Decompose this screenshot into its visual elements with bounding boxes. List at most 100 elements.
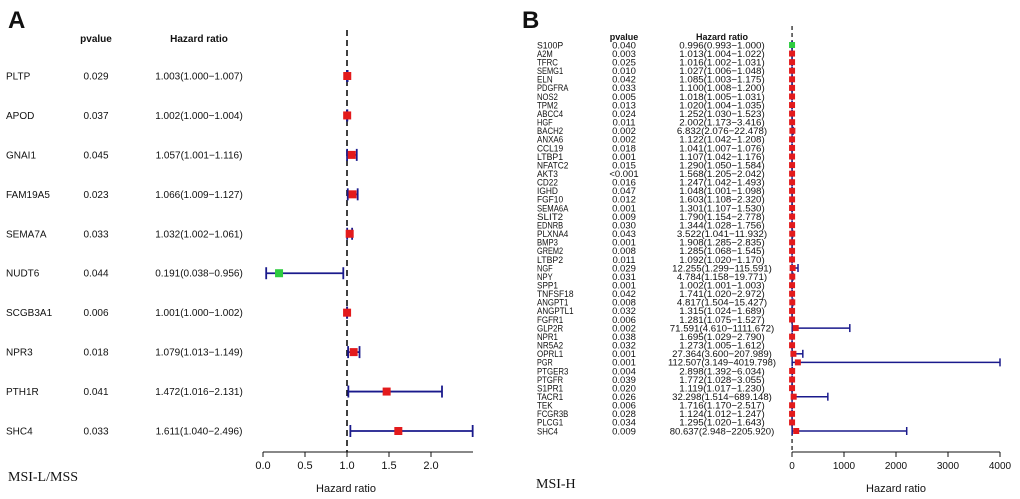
hazard-ratio-point (789, 222, 796, 229)
pvalue-label: 0.001 (612, 358, 636, 369)
hazard-ratio-label: 1.032(1.002−1.061) (155, 229, 243, 240)
pvalue-label: 0.002 (612, 126, 636, 137)
panel-a-rows: PLTP 0.029 1.003(1.000−1.007) APOD 0.037 1.00… (6, 72, 243, 438)
pvalue-label: 0.001 (612, 281, 636, 292)
pvalue-label: 0.002 (612, 323, 636, 334)
panel-b-x-tick-label: 0 (789, 461, 795, 472)
hazard-ratio-point (789, 256, 796, 263)
hazard-ratio-label: 4.817(1.504−15.427) (677, 298, 767, 309)
pvalue-label: 0.045 (83, 150, 108, 161)
gene-label: GNAI1 (6, 150, 36, 161)
panel-b-label: B (522, 7, 539, 34)
pvalue-label: 0.003 (612, 49, 636, 60)
hazard-ratio-label: 1.772(1.028−3.055) (679, 375, 765, 386)
pvalue-label: 0.033 (83, 229, 108, 240)
panel-a-x-axis-label: Hazard ratio (316, 483, 376, 495)
hazard-ratio-point (789, 196, 796, 203)
hazard-ratio-label: 1.315(1.024−1.689) (679, 306, 765, 317)
hazard-ratio-point (789, 84, 796, 91)
hazard-ratio-label: 1.085(1.003−1.175) (679, 75, 765, 86)
hazard-ratio-label: 1.281(1.075−1.527) (679, 315, 765, 326)
hazard-ratio-point (789, 102, 796, 109)
gene-label: GLP2R (537, 323, 563, 334)
gene-label: LTBP2 (537, 255, 563, 266)
pvalue-label: 0.029 (612, 263, 636, 274)
panel-b-hazard-ratio-header: Hazard ratio (696, 32, 749, 42)
hazard-ratio-point (789, 136, 796, 143)
panel-b: B pvalue Hazard ratio MSI-H Hazard ratio… (522, 7, 1012, 495)
panel-a-footer-label: MSI-L/MSS (8, 470, 78, 485)
pvalue-label: 0.040 (612, 40, 636, 51)
gene-label: ELN (537, 75, 553, 86)
pvalue-label: 0.011 (612, 255, 635, 266)
hazard-ratio-label: 1.119(1.017−1.230) (679, 383, 765, 394)
hazard-ratio-point (789, 402, 796, 409)
pvalue-label: 0.018 (83, 348, 108, 359)
hazard-ratio-label: 32.298(1.514−689.148) (672, 392, 772, 403)
hazard-ratio-label: 1.027(1.006−1.048) (679, 66, 765, 77)
hazard-ratio-label: 1.002(1.000−1.004) (155, 111, 243, 122)
hazard-ratio-label: 1.716(1.170−2.517) (679, 401, 765, 412)
hazard-ratio-label: 1.568(1.205−2.042) (679, 169, 765, 180)
pvalue-label: 0.029 (83, 72, 108, 83)
panel-a: A pvalue Hazard ratio MSI-L/MSS Hazard r… (6, 7, 474, 495)
pvalue-label: 0.001 (612, 152, 636, 163)
panel-a-x-tick-label: 0.5 (297, 460, 312, 472)
hazard-ratio-label: 1.092(1.020−1.170) (679, 255, 765, 266)
hazard-ratio-label: 1.285(1.068−1.545) (679, 246, 765, 257)
hazard-ratio-label: 1.016(1.002−1.031) (679, 57, 765, 68)
gene-label: PGR (537, 358, 553, 369)
hazard-ratio-point (348, 190, 357, 199)
panel-a-x-tick-label: 1.5 (381, 460, 396, 472)
gene-label: FGF10 (537, 195, 563, 206)
gene-label: NPR3 (6, 348, 33, 359)
hazard-ratio-point (789, 187, 796, 194)
panel-b-x-tick-label: 1000 (833, 461, 856, 472)
hazard-ratio-label: 12.255(1.299−115.591) (672, 263, 772, 274)
pvalue-label: 0.030 (612, 220, 636, 231)
hazard-ratio-label: 71.591(4.610−1111.672) (670, 323, 775, 334)
pvalue-label: 0.039 (612, 375, 636, 386)
hazard-ratio-label: 1.611(1.040−2.496) (156, 427, 243, 438)
hazard-ratio-point (789, 204, 796, 211)
pvalue-label: 0.047 (612, 186, 636, 197)
hazard-ratio-point (789, 170, 796, 177)
hazard-ratio-point (789, 376, 796, 383)
gene-label: TNFSF18 (537, 289, 574, 300)
hazard-ratio-label: 1.290(1.050−1.584) (679, 160, 765, 171)
hazard-ratio-label: 1.122(1.042−1.208) (679, 135, 765, 146)
gene-label: PDGFRA (537, 83, 569, 94)
hazard-ratio-point (789, 42, 796, 48)
pvalue-label: 0.006 (612, 401, 636, 412)
pvalue-label: 0.011 (612, 118, 635, 129)
pvalue-label: <0.001 (609, 169, 638, 180)
hazard-ratio-point (789, 59, 796, 66)
gene-label: SEMG1 (537, 66, 563, 77)
pvalue-label: 0.009 (612, 426, 636, 437)
hazard-ratio-label: 0.996(0.993−1.000) (679, 40, 765, 51)
pvalue-label: 0.001 (612, 203, 636, 214)
gene-label: EDNRB (537, 220, 563, 231)
pvalue-label: 0.031 (612, 272, 636, 283)
hazard-ratio-label: 1.020(1.004−1.035) (679, 100, 765, 111)
hazard-ratio-point (343, 308, 352, 317)
hazard-ratio-label: 27.364(3.600−207.989) (672, 349, 772, 360)
hazard-ratio-point (789, 342, 796, 349)
gene-label: GREM2 (537, 246, 563, 257)
hazard-ratio-label: 1.273(1.005−1.612) (679, 341, 765, 352)
hazard-ratio-point (789, 144, 796, 151)
gene-label: PLCG1 (537, 418, 563, 429)
pvalue-label: 0.008 (612, 246, 636, 257)
pvalue-label: 0.002 (612, 135, 636, 146)
gene-label: AKT3 (537, 169, 558, 180)
gene-label: SHC4 (6, 427, 33, 438)
gene-label: S1PR1 (537, 383, 563, 394)
pvalue-label: 0.018 (612, 143, 636, 154)
hazard-ratio-label: 1.344(1.028−1.756) (679, 220, 765, 231)
pvalue-label: 0.028 (612, 409, 636, 420)
hazard-ratio-point (792, 325, 799, 332)
gene-label: FGFR1 (537, 315, 563, 326)
gene-label: PTGFR (537, 375, 563, 386)
hazard-ratio-label: 1.018(1.005−1.031) (679, 92, 765, 103)
hazard-ratio-point (345, 229, 354, 238)
